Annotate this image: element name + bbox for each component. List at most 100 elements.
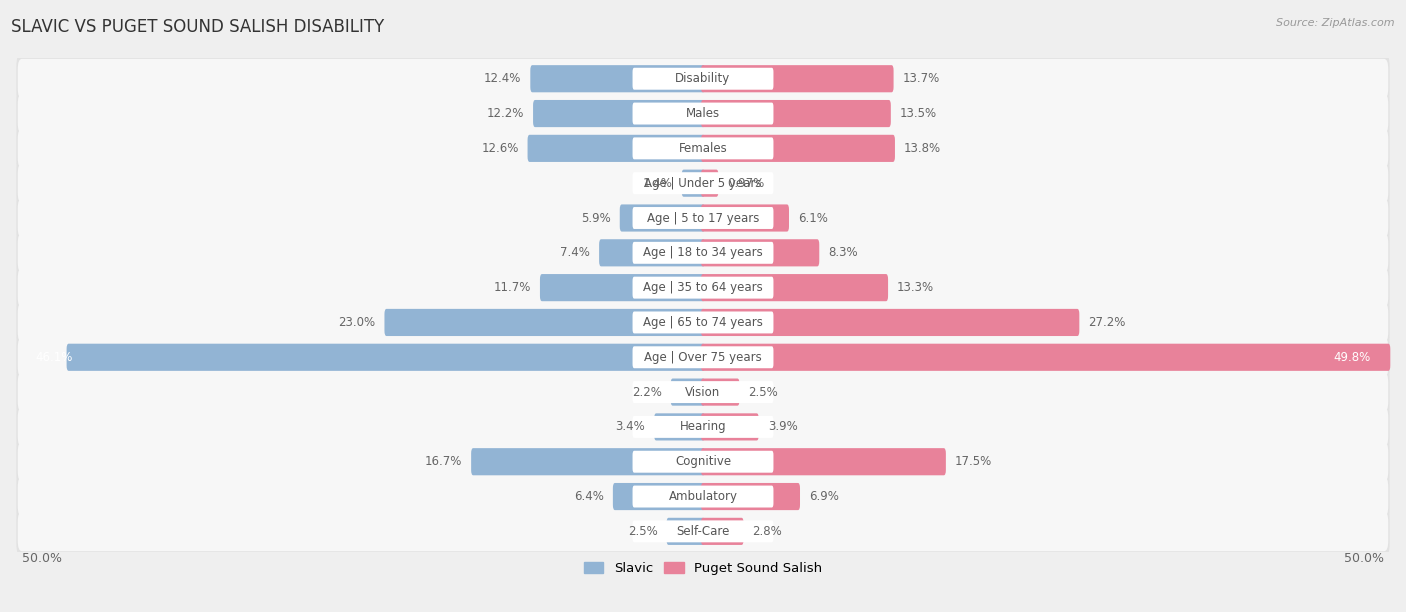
Text: 50.0%: 50.0%	[22, 552, 62, 565]
FancyBboxPatch shape	[17, 261, 1389, 314]
Text: Source: ZipAtlas.com: Source: ZipAtlas.com	[1277, 18, 1395, 28]
Text: Disability: Disability	[675, 72, 731, 85]
FancyBboxPatch shape	[702, 204, 789, 231]
FancyBboxPatch shape	[702, 100, 891, 127]
FancyBboxPatch shape	[18, 198, 1388, 238]
Text: 12.4%: 12.4%	[484, 72, 522, 85]
Text: 2.5%: 2.5%	[628, 525, 658, 538]
Text: 23.0%: 23.0%	[339, 316, 375, 329]
FancyBboxPatch shape	[17, 192, 1389, 244]
Text: Hearing: Hearing	[679, 420, 727, 433]
Text: 50.0%: 50.0%	[1344, 552, 1384, 565]
FancyBboxPatch shape	[17, 401, 1389, 453]
FancyBboxPatch shape	[633, 416, 773, 438]
FancyBboxPatch shape	[702, 344, 1391, 371]
FancyBboxPatch shape	[18, 268, 1388, 307]
FancyBboxPatch shape	[702, 413, 759, 441]
FancyBboxPatch shape	[620, 204, 704, 231]
FancyBboxPatch shape	[17, 296, 1389, 349]
FancyBboxPatch shape	[633, 451, 773, 472]
Text: 12.6%: 12.6%	[481, 142, 519, 155]
FancyBboxPatch shape	[18, 302, 1388, 342]
FancyBboxPatch shape	[671, 378, 704, 406]
FancyBboxPatch shape	[702, 274, 889, 301]
Text: Males: Males	[686, 107, 720, 120]
Text: 17.5%: 17.5%	[955, 455, 993, 468]
FancyBboxPatch shape	[18, 477, 1388, 517]
Text: 3.9%: 3.9%	[768, 420, 797, 433]
Text: 46.1%: 46.1%	[35, 351, 73, 364]
FancyBboxPatch shape	[633, 242, 773, 264]
FancyBboxPatch shape	[18, 372, 1388, 412]
FancyBboxPatch shape	[702, 309, 1080, 336]
FancyBboxPatch shape	[599, 239, 704, 266]
FancyBboxPatch shape	[18, 407, 1388, 447]
FancyBboxPatch shape	[666, 518, 704, 545]
Text: 0.97%: 0.97%	[727, 177, 765, 190]
Text: 13.7%: 13.7%	[903, 72, 939, 85]
FancyBboxPatch shape	[18, 442, 1388, 482]
Text: 8.3%: 8.3%	[828, 246, 858, 259]
FancyBboxPatch shape	[702, 518, 744, 545]
Text: 5.9%: 5.9%	[581, 212, 610, 225]
FancyBboxPatch shape	[17, 506, 1389, 558]
FancyBboxPatch shape	[18, 512, 1388, 551]
FancyBboxPatch shape	[702, 135, 896, 162]
FancyBboxPatch shape	[702, 378, 740, 406]
Text: 12.2%: 12.2%	[486, 107, 524, 120]
FancyBboxPatch shape	[527, 135, 704, 162]
FancyBboxPatch shape	[530, 65, 704, 92]
FancyBboxPatch shape	[17, 122, 1389, 174]
FancyBboxPatch shape	[702, 65, 894, 92]
FancyBboxPatch shape	[633, 485, 773, 507]
FancyBboxPatch shape	[613, 483, 704, 510]
FancyBboxPatch shape	[702, 239, 820, 266]
Text: 2.5%: 2.5%	[748, 386, 778, 398]
FancyBboxPatch shape	[17, 471, 1389, 523]
FancyBboxPatch shape	[17, 88, 1389, 140]
FancyBboxPatch shape	[633, 520, 773, 542]
FancyBboxPatch shape	[633, 346, 773, 368]
FancyBboxPatch shape	[633, 207, 773, 229]
Text: 13.5%: 13.5%	[900, 107, 936, 120]
Text: 7.4%: 7.4%	[561, 246, 591, 259]
FancyBboxPatch shape	[471, 448, 704, 476]
Text: Females: Females	[679, 142, 727, 155]
FancyBboxPatch shape	[533, 100, 704, 127]
FancyBboxPatch shape	[633, 312, 773, 334]
Text: 6.1%: 6.1%	[799, 212, 828, 225]
FancyBboxPatch shape	[17, 366, 1389, 418]
FancyBboxPatch shape	[18, 337, 1388, 377]
Text: 1.4%: 1.4%	[643, 177, 672, 190]
Text: Cognitive: Cognitive	[675, 455, 731, 468]
FancyBboxPatch shape	[17, 331, 1389, 383]
Text: Age | 18 to 34 years: Age | 18 to 34 years	[643, 246, 763, 259]
FancyBboxPatch shape	[18, 233, 1388, 273]
Text: 6.9%: 6.9%	[808, 490, 839, 503]
FancyBboxPatch shape	[633, 68, 773, 90]
Text: Age | 5 to 17 years: Age | 5 to 17 years	[647, 212, 759, 225]
FancyBboxPatch shape	[540, 274, 704, 301]
FancyBboxPatch shape	[633, 103, 773, 124]
Text: Age | 35 to 64 years: Age | 35 to 64 years	[643, 281, 763, 294]
Text: 49.8%: 49.8%	[1333, 351, 1371, 364]
Text: Ambulatory: Ambulatory	[668, 490, 738, 503]
FancyBboxPatch shape	[66, 344, 704, 371]
FancyBboxPatch shape	[18, 129, 1388, 168]
FancyBboxPatch shape	[702, 483, 800, 510]
FancyBboxPatch shape	[384, 309, 704, 336]
FancyBboxPatch shape	[18, 59, 1388, 99]
Text: 13.8%: 13.8%	[904, 142, 941, 155]
Text: Age | Over 75 years: Age | Over 75 years	[644, 351, 762, 364]
Text: 2.2%: 2.2%	[631, 386, 662, 398]
Text: 6.4%: 6.4%	[574, 490, 605, 503]
Text: SLAVIC VS PUGET SOUND SALISH DISABILITY: SLAVIC VS PUGET SOUND SALISH DISABILITY	[11, 18, 384, 36]
Text: Age | Under 5 years: Age | Under 5 years	[644, 177, 762, 190]
FancyBboxPatch shape	[682, 170, 704, 197]
FancyBboxPatch shape	[18, 163, 1388, 203]
FancyBboxPatch shape	[702, 170, 718, 197]
Text: Self-Care: Self-Care	[676, 525, 730, 538]
FancyBboxPatch shape	[18, 94, 1388, 133]
FancyBboxPatch shape	[654, 413, 704, 441]
Text: 3.4%: 3.4%	[616, 420, 645, 433]
